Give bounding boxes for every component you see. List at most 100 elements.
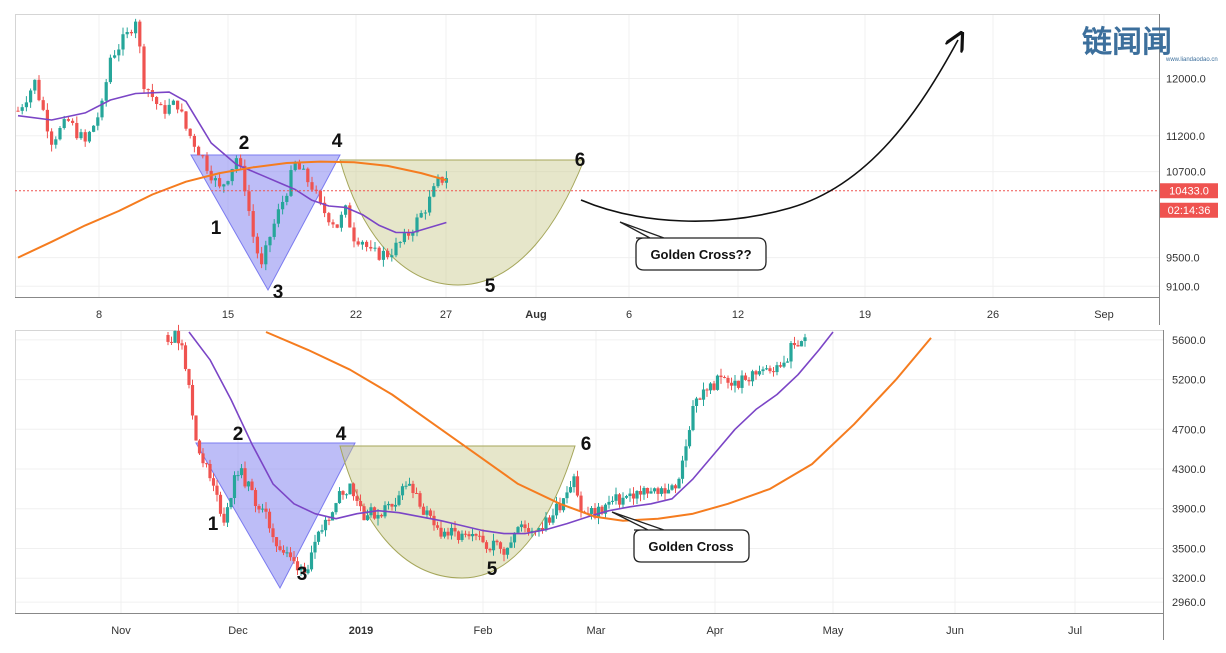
candle-up [411,232,415,236]
pattern-point-3: 3 [273,282,284,303]
candle-up [87,131,91,142]
candle-down [523,524,527,529]
candle-down [792,343,797,346]
y-tick-label: 12000.0 [1166,73,1206,85]
ma-long-line [265,331,932,522]
candle-up [398,242,402,244]
candle-down [351,483,356,497]
candle-down [379,514,384,517]
candle-down [331,222,335,225]
pattern-point-5: 5 [487,559,498,580]
candle-down [747,379,751,382]
candle-down [335,224,339,228]
x-tick-label: Jul [1068,625,1082,637]
candle-down [365,241,369,247]
candle-down [75,122,79,139]
candle-down [281,549,286,553]
candle-up [785,361,790,363]
candle-up [799,341,804,347]
candle-up [117,49,121,56]
candle-up [344,494,349,496]
x-tick-label: Mar [587,625,606,637]
candle-up [659,488,664,494]
candle-down [355,496,359,501]
candle-up [442,531,447,537]
candle-up [691,405,695,431]
pattern-point-5: 5 [485,276,496,297]
candle-up [289,170,293,196]
candle-up [516,527,520,533]
candle-up [750,371,755,382]
candle-down [356,241,360,245]
candle-down [142,46,146,90]
candle-up [423,212,427,214]
candle-up [264,245,268,265]
candle-up [272,223,276,237]
candle-down [16,110,20,112]
candle-up [624,496,629,498]
candle-up [104,82,108,101]
pattern-point-1: 1 [211,218,222,239]
candle-up [348,483,352,495]
candle-up [92,125,96,132]
candle-down [411,483,415,494]
candle-down [631,493,636,499]
candle-up [230,169,234,182]
y-tick-label: 2960.0 [1172,597,1206,609]
candle-up [330,512,335,521]
ma-short-line [188,331,834,535]
candle-up [415,217,419,233]
candle-up [213,178,217,181]
candle-up [803,337,807,342]
candle-down [481,535,485,543]
countdown-badge [1160,202,1218,218]
candle-down [247,191,251,212]
candle-up [402,233,406,243]
candle-down [579,495,583,512]
candle-down [390,503,394,507]
x-tick-label: Aug [525,309,546,321]
candle-up [444,178,448,183]
x-tick-label: 6 [626,309,632,321]
bottom-callout-text: Golden Cross [648,539,733,554]
candle-down [407,233,411,236]
candle-down [218,494,223,514]
candle-down [358,500,363,507]
top-callout: Golden Cross?? [619,221,767,271]
candle-down [208,463,212,479]
candle-up [505,547,510,555]
candle-down [526,528,531,533]
candle-down [341,491,345,495]
x-tick-label: 22 [350,309,362,321]
candle-up [512,532,517,543]
x-tick-label: Dec [228,625,248,637]
candle-up [173,330,177,343]
candle-up [572,476,576,488]
candle-down [743,375,748,380]
candle-up [757,371,762,375]
x-tick-label: 19 [859,309,871,321]
candle-down [495,540,499,543]
candle-up [596,506,601,518]
candle-down [645,487,650,494]
candle-up [386,503,391,506]
candle-up [246,481,251,487]
candle-down [222,513,226,523]
candle-down [754,371,758,375]
candle-down [292,557,296,562]
candle-up [701,389,706,400]
candle-down [295,561,300,571]
candle-up [740,375,744,388]
candle-down [467,534,471,537]
countdown-label: 02:14:36 [1168,205,1211,217]
candle-up [649,491,653,494]
top-triangle-pattern [190,154,341,292]
candle-down [698,398,702,400]
candle-up [134,21,138,34]
candle-down [778,365,783,367]
pattern-point-2: 2 [239,133,250,154]
candle-down [146,89,150,91]
pattern-point-3: 3 [297,564,308,585]
candle-down [274,537,279,547]
candle-down [719,375,723,378]
